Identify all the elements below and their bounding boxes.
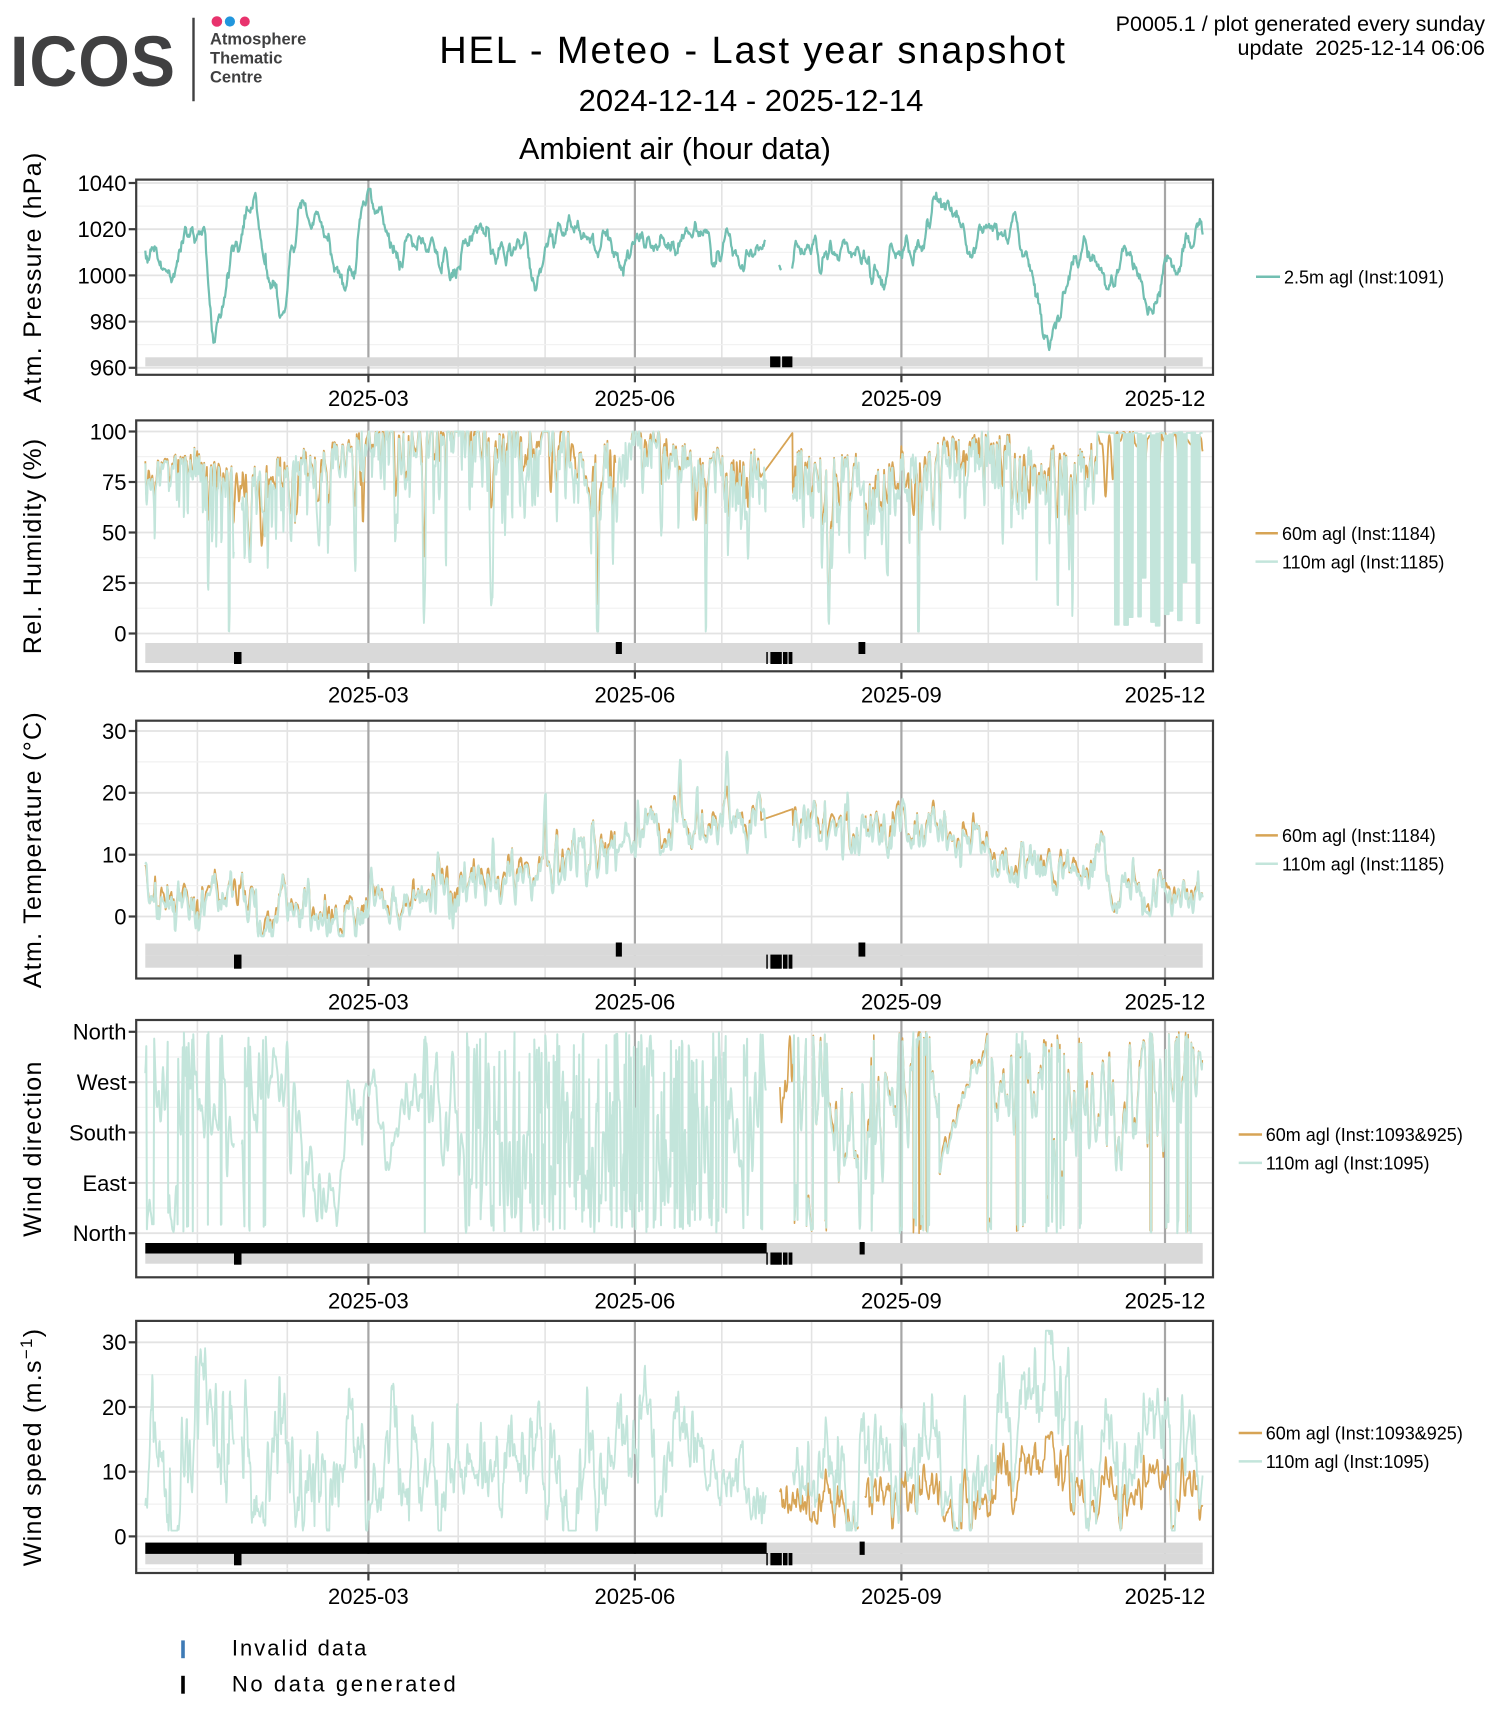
svg-text:HEL - Meteo - Last year snapsh: HEL - Meteo - Last year snapshot — [439, 30, 1067, 72]
svg-text:2025-03: 2025-03 — [328, 386, 409, 411]
svg-text:1020: 1020 — [78, 217, 127, 242]
svg-text:2025-09: 2025-09 — [861, 1584, 942, 1609]
svg-text:2025-09: 2025-09 — [861, 1288, 942, 1313]
svg-text:75: 75 — [102, 470, 126, 495]
svg-text:2025-09: 2025-09 — [861, 682, 942, 707]
svg-text:20: 20 — [102, 781, 126, 806]
svg-text:Wind direction: Wind direction — [19, 1060, 47, 1237]
svg-text:100: 100 — [90, 419, 127, 444]
svg-text:update 2025-12-14 06:06: update 2025-12-14 06:06 — [1238, 36, 1486, 60]
svg-text:1040: 1040 — [78, 171, 127, 196]
svg-text:2025-09: 2025-09 — [861, 386, 942, 411]
svg-text:East: East — [82, 1171, 126, 1196]
svg-text:No data generated: No data generated — [232, 1672, 458, 1697]
svg-text:2025-03: 2025-03 — [328, 682, 409, 707]
svg-text:60m agl (Inst:1184): 60m agl (Inst:1184) — [1282, 826, 1436, 846]
svg-text:2025-06: 2025-06 — [595, 1584, 676, 1609]
svg-text:0: 0 — [114, 1524, 126, 1549]
svg-text:980: 980 — [90, 310, 127, 335]
svg-text:10: 10 — [102, 1460, 126, 1485]
svg-text:Centre: Centre — [210, 69, 262, 87]
svg-text:2025-06: 2025-06 — [595, 1288, 676, 1313]
svg-text:Rel. Humidity (%): Rel. Humidity (%) — [19, 438, 47, 655]
svg-text:Atmosphere: Atmosphere — [210, 31, 306, 49]
svg-text:110m agl (Inst:1095): 110m agl (Inst:1095) — [1266, 1154, 1430, 1174]
svg-text:110m agl (Inst:1185): 110m agl (Inst:1185) — [1282, 855, 1444, 875]
svg-text:2025-12: 2025-12 — [1125, 682, 1206, 707]
svg-text:North: North — [73, 1221, 127, 1246]
svg-text:10: 10 — [102, 843, 126, 868]
svg-text:20: 20 — [102, 1395, 126, 1420]
svg-text:Ambient air (hour data): Ambient air (hour data) — [519, 132, 831, 166]
svg-text:South: South — [69, 1120, 127, 1145]
svg-text:110m agl (Inst:1095): 110m agl (Inst:1095) — [1266, 1452, 1430, 1472]
svg-text:2025-09: 2025-09 — [861, 990, 942, 1015]
svg-text:25: 25 — [102, 571, 126, 596]
svg-text:0: 0 — [114, 621, 126, 646]
svg-text:2025-03: 2025-03 — [328, 990, 409, 1015]
svg-text:P0005.1 / plot generated every: P0005.1 / plot generated every sunday — [1116, 12, 1486, 36]
svg-text:30: 30 — [102, 1330, 126, 1355]
svg-text:30: 30 — [102, 719, 126, 744]
svg-text:Invalid data: Invalid data — [232, 1636, 369, 1661]
svg-text:1000: 1000 — [78, 263, 127, 288]
svg-text:60m agl (Inst:1093&925): 60m agl (Inst:1093&925) — [1266, 1125, 1463, 1145]
svg-text:2025-12: 2025-12 — [1125, 1288, 1206, 1313]
svg-text:60m agl (Inst:1093&925): 60m agl (Inst:1093&925) — [1266, 1424, 1463, 1444]
svg-text:50: 50 — [102, 520, 126, 545]
svg-text:2025-06: 2025-06 — [595, 682, 676, 707]
svg-text:60m agl (Inst:1184): 60m agl (Inst:1184) — [1282, 524, 1436, 544]
svg-text:2025-06: 2025-06 — [595, 386, 676, 411]
svg-text:960: 960 — [90, 356, 127, 381]
svg-text:2025-12: 2025-12 — [1125, 386, 1206, 411]
svg-text:2025-12: 2025-12 — [1125, 990, 1206, 1015]
svg-text:Wind speed (m.s−1): Wind speed (m.s−1) — [17, 1328, 47, 1567]
svg-text:West: West — [77, 1070, 127, 1095]
svg-text:2025-06: 2025-06 — [595, 990, 676, 1015]
svg-text:110m agl (Inst:1185): 110m agl (Inst:1185) — [1282, 552, 1444, 572]
svg-text:Atm. Pressure (hPa): Atm. Pressure (hPa) — [19, 151, 47, 402]
svg-text:2025-03: 2025-03 — [328, 1584, 409, 1609]
svg-text:North: North — [73, 1020, 127, 1045]
svg-text:ICOS: ICOS — [10, 23, 176, 102]
svg-text:2025-12: 2025-12 — [1125, 1584, 1206, 1609]
svg-text:Thematic: Thematic — [210, 50, 282, 68]
svg-text:0: 0 — [114, 904, 126, 929]
svg-text:2025-03: 2025-03 — [328, 1288, 409, 1313]
svg-text:Atm. Temperature (°C): Atm. Temperature (°C) — [19, 711, 47, 988]
svg-text:2.5m agl (Inst:1091): 2.5m agl (Inst:1091) — [1284, 267, 1444, 287]
svg-text:2024-12-14 - 2025-12-14: 2024-12-14 - 2025-12-14 — [579, 83, 924, 118]
